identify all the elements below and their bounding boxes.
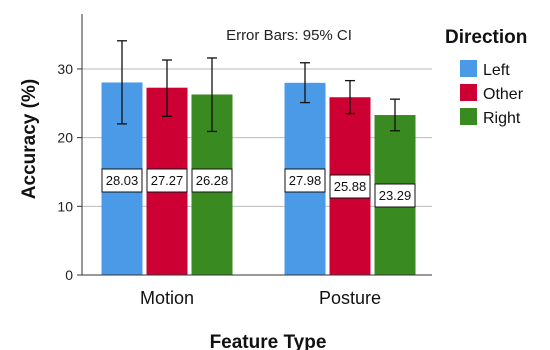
x-tick-label: Motion — [140, 288, 194, 308]
error-bars — [117, 40, 400, 133]
data-label: 23.29 — [379, 188, 412, 203]
legend-swatch — [460, 84, 477, 101]
data-label-box — [101, 168, 143, 193]
legend-swatch — [460, 60, 477, 77]
x-axis-label: Feature Type — [210, 332, 327, 350]
y-tick-label: 30 — [57, 61, 73, 77]
legend-label: Right — [483, 110, 521, 127]
data-label-box — [146, 168, 188, 193]
legend-label: Left — [483, 62, 510, 79]
data-label-box — [329, 174, 371, 199]
legend-label: Other — [483, 86, 524, 103]
error-bar-annotation: Error Bars: 95% CI — [226, 27, 352, 44]
data-label: 27.27 — [151, 173, 184, 188]
data-label: 25.88 — [334, 179, 367, 194]
y-tick-label: 0 — [65, 267, 73, 283]
legend-title: Direction — [445, 27, 527, 48]
data-labels: 28.03 27.27 26.28 27.98 25.88 23.29 — [101, 168, 416, 208]
y-tick-label: 20 — [57, 130, 73, 146]
data-label: 26.28 — [196, 173, 229, 188]
data-label: 27.98 — [289, 173, 322, 188]
legend-swatch — [460, 108, 477, 125]
legend: Direction Left Other Right — [445, 27, 527, 127]
data-label-box — [191, 168, 233, 193]
y-tick-label: 10 — [57, 198, 73, 214]
data-label-box — [284, 168, 326, 193]
data-label-box — [374, 183, 416, 208]
axes: 0 10 20 30 Motion Posture — [57, 14, 432, 308]
x-tick-label: Posture — [319, 288, 381, 308]
data-label: 28.03 — [106, 173, 139, 188]
y-axis-label: Accuracy (%) — [19, 79, 40, 199]
